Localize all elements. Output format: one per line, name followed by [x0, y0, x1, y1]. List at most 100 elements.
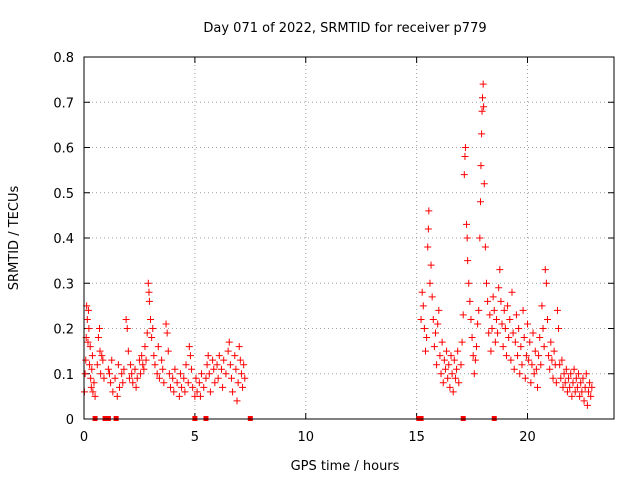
- data-point: [180, 374, 188, 382]
- data-point: [500, 306, 508, 314]
- data-point: [175, 392, 183, 400]
- data-point: [158, 356, 166, 364]
- data-point: [571, 388, 579, 396]
- data-point: [492, 315, 500, 323]
- chart-title: Day 071 of 2022, SRMTID for receiver p77…: [203, 21, 486, 36]
- data-point: [220, 356, 228, 364]
- data-point: [445, 361, 453, 369]
- data-point: [548, 356, 556, 364]
- data-point: [495, 284, 503, 292]
- y-tick-label: 0.1: [53, 368, 74, 383]
- data-point: [97, 370, 105, 378]
- data-point: [508, 288, 516, 296]
- data-point: [529, 329, 537, 337]
- data-point: [511, 338, 519, 346]
- data-point: [576, 392, 584, 400]
- data-point: [420, 325, 428, 332]
- data-point: [480, 180, 488, 188]
- data-point: [477, 162, 485, 170]
- data-point: [502, 352, 510, 360]
- data-point: [83, 315, 91, 323]
- data-point: [132, 383, 140, 391]
- data-point: [430, 343, 438, 351]
- x-tick-label: 5: [191, 430, 199, 445]
- data-point: [104, 365, 112, 373]
- data-point: [125, 374, 133, 382]
- data-point: [490, 306, 498, 314]
- data-point: [455, 379, 463, 387]
- data-point: [481, 243, 489, 251]
- data-point: [120, 365, 128, 373]
- data-point: [124, 347, 132, 355]
- data-point: [475, 306, 483, 314]
- data-point: [84, 338, 92, 346]
- data-point: [440, 356, 448, 364]
- data-point: [582, 370, 590, 378]
- data-point: [570, 365, 578, 373]
- data-point: [433, 361, 441, 369]
- data-point: [147, 315, 155, 323]
- data-point: [151, 361, 159, 369]
- data-point: [193, 388, 201, 396]
- data-point: [166, 383, 174, 391]
- data-point: [577, 379, 585, 387]
- data-point: [427, 261, 435, 269]
- data-point: [87, 383, 95, 391]
- data-point: [122, 315, 130, 323]
- data-point: [539, 325, 547, 332]
- data-point: [441, 365, 449, 373]
- data-point: [473, 343, 481, 351]
- data-point: [82, 356, 90, 364]
- data-point: [133, 374, 141, 382]
- data-point: [460, 171, 468, 179]
- data-point: [203, 361, 211, 369]
- data-point: [568, 392, 576, 400]
- data-point: [224, 347, 232, 355]
- y-tick-label: 0.3: [53, 277, 74, 292]
- data-point: [113, 392, 121, 400]
- data-point: [98, 352, 106, 360]
- data-point: [94, 334, 102, 342]
- y-tick-label: 0.2: [53, 323, 74, 338]
- data-point: [96, 347, 104, 355]
- grid-lines: [84, 57, 614, 419]
- data-point: [578, 388, 586, 396]
- data-point: [573, 383, 581, 391]
- data-point: [138, 352, 146, 360]
- data-point: [461, 144, 469, 151]
- data-point: [88, 365, 96, 373]
- data-point: [418, 288, 426, 296]
- data-point: [450, 356, 458, 364]
- data-point: [198, 370, 206, 378]
- data-point: [461, 153, 469, 161]
- data-point: [118, 370, 126, 378]
- data-point: [474, 320, 482, 328]
- data-point: [213, 361, 221, 369]
- data-point: [169, 374, 177, 382]
- data-point: [478, 130, 486, 138]
- data-point: [211, 379, 219, 387]
- data-point: [137, 370, 145, 378]
- data-point: [553, 306, 561, 314]
- data-point: [145, 288, 153, 296]
- data-point: [535, 352, 543, 360]
- data-point: [154, 343, 162, 351]
- data-point: [429, 315, 437, 323]
- data-point: [93, 361, 101, 369]
- data-point: [542, 279, 550, 287]
- data-point: [153, 370, 161, 378]
- data-point: [99, 356, 107, 364]
- data-point: [144, 279, 152, 287]
- data-point: [189, 383, 197, 391]
- data-point: [494, 329, 502, 337]
- data-point: [239, 383, 247, 391]
- data-point: [470, 370, 478, 378]
- data-point: [507, 356, 515, 364]
- data-point: [186, 352, 194, 360]
- data-point: [560, 370, 568, 378]
- data-point: [205, 370, 213, 378]
- data-point: [463, 220, 471, 228]
- data-point: [192, 374, 200, 382]
- data-point: [486, 311, 494, 319]
- data-point: [547, 338, 555, 346]
